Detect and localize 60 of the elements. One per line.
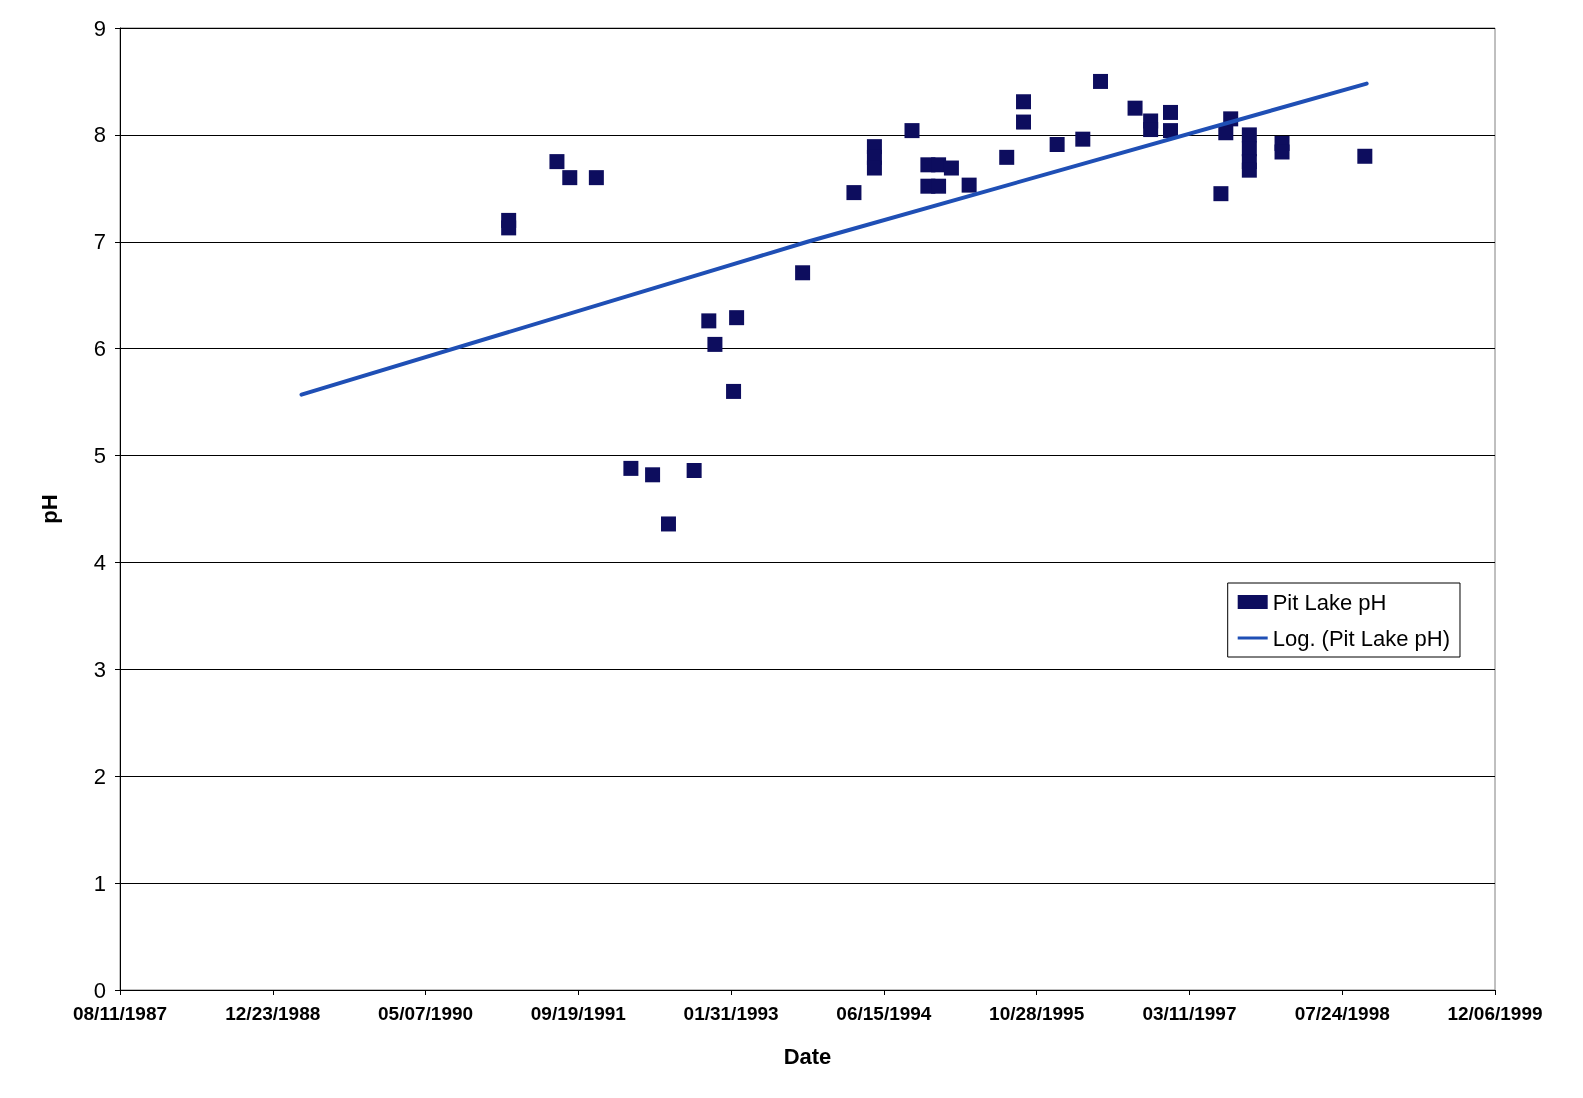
y-tick-label: 9 xyxy=(93,15,106,41)
point xyxy=(726,383,742,399)
y-tick-label: 3 xyxy=(93,656,106,682)
point xyxy=(588,170,604,186)
legend-label: Pit Lake pH xyxy=(1272,589,1387,615)
point xyxy=(961,177,977,193)
x-tick-label: 08/11/1987 xyxy=(72,1003,168,1024)
point xyxy=(501,220,517,236)
y-tick-label: 0 xyxy=(93,977,106,1003)
y-tick-label: 8 xyxy=(93,122,106,148)
point xyxy=(1127,100,1143,116)
legend-label: Log. (Pit Lake pH) xyxy=(1272,625,1450,651)
point xyxy=(1241,162,1257,178)
y-tick-label: 6 xyxy=(93,336,106,362)
x-tick-label: 09/19/1991 xyxy=(530,1003,627,1024)
point xyxy=(1357,148,1373,164)
point xyxy=(660,516,676,532)
point xyxy=(623,460,639,476)
point xyxy=(1163,104,1178,120)
x-tick-label: 06/15/1994 xyxy=(836,1003,932,1024)
point xyxy=(846,185,862,201)
point xyxy=(729,310,745,326)
y-tick-label: 7 xyxy=(93,229,106,255)
x-tick-label: 07/24/1998 xyxy=(1294,1003,1390,1024)
point xyxy=(1143,122,1159,138)
point xyxy=(999,149,1015,165)
x-tick-label: 05/07/1990 xyxy=(378,1003,474,1024)
y-tick-label: 1 xyxy=(93,870,106,896)
point xyxy=(686,463,702,479)
x-tick-label: 03/11/1997 xyxy=(1142,1003,1237,1024)
x-tick-label: 12/23/1988 xyxy=(225,1003,321,1024)
point xyxy=(943,160,959,176)
point xyxy=(645,467,661,483)
point xyxy=(1213,186,1229,202)
x-tick-label: 12/06/1999 xyxy=(1447,1003,1543,1024)
point xyxy=(904,123,920,139)
point xyxy=(931,178,947,194)
point xyxy=(1218,125,1234,141)
point xyxy=(931,157,947,173)
point xyxy=(1241,127,1257,143)
point xyxy=(701,313,717,329)
x-tick-label: 10/28/1995 xyxy=(989,1003,1085,1024)
point xyxy=(1016,94,1032,110)
point xyxy=(866,160,882,176)
point xyxy=(707,336,723,352)
x-axis-title: Date xyxy=(783,1043,832,1069)
y-tick-label: 5 xyxy=(93,443,106,469)
point xyxy=(549,154,565,170)
y-axis-title: pH xyxy=(36,494,62,524)
y-tick-label: 4 xyxy=(93,549,106,575)
x-tick-label: 01/31/1993 xyxy=(683,1003,779,1024)
point xyxy=(1274,144,1290,160)
point xyxy=(1075,131,1091,147)
point xyxy=(1163,123,1178,139)
point xyxy=(1093,73,1109,89)
point xyxy=(1049,137,1065,153)
point xyxy=(1016,114,1032,130)
y-tick-label: 2 xyxy=(93,763,106,789)
point xyxy=(562,170,578,186)
point xyxy=(795,265,811,281)
